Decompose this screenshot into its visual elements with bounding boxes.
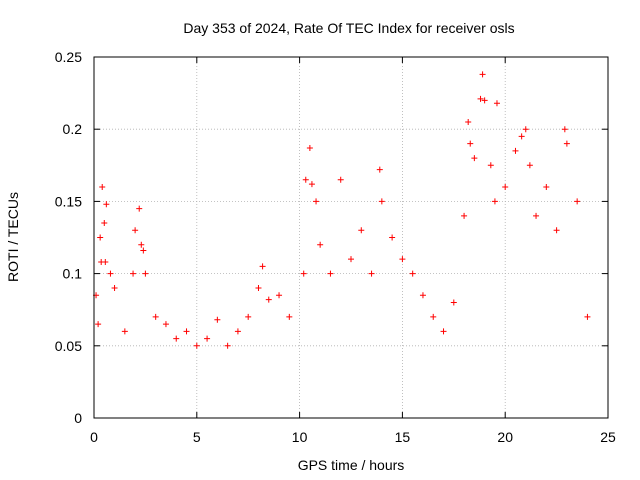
data-point — [465, 118, 472, 125]
data-point — [526, 162, 533, 169]
data-points — [93, 71, 591, 349]
data-point — [487, 162, 494, 169]
x-tick-label: 10 — [292, 429, 308, 445]
data-point — [107, 270, 114, 277]
data-point — [306, 144, 313, 151]
data-point — [327, 270, 334, 277]
plot-frame — [93, 56, 609, 419]
data-point — [265, 296, 272, 303]
data-point — [162, 321, 169, 328]
data-point — [378, 198, 385, 205]
data-point — [522, 126, 529, 133]
y-tick-label: 0 — [74, 410, 82, 426]
data-point — [440, 328, 447, 335]
data-point — [430, 313, 437, 320]
data-point — [103, 201, 110, 208]
data-point — [450, 299, 457, 306]
data-point — [368, 270, 375, 277]
data-point — [471, 155, 478, 162]
data-point — [121, 328, 128, 335]
data-point — [317, 241, 324, 248]
data-point — [183, 328, 190, 335]
data-point — [512, 147, 519, 154]
data-point — [99, 183, 106, 190]
data-point — [97, 234, 104, 241]
data-point — [409, 270, 416, 277]
data-point — [313, 198, 320, 205]
data-point — [214, 316, 221, 323]
data-point — [584, 313, 591, 320]
data-point — [140, 247, 147, 254]
data-point — [561, 126, 568, 133]
data-point — [389, 234, 396, 241]
data-point — [255, 285, 262, 292]
data-point — [553, 227, 560, 234]
data-point — [477, 95, 484, 102]
data-point — [302, 176, 309, 183]
data-point — [204, 335, 211, 342]
data-point — [245, 313, 252, 320]
data-point — [142, 270, 149, 277]
data-point — [259, 263, 266, 270]
data-point — [461, 212, 468, 219]
data-point — [493, 100, 500, 107]
x-tick-label: 15 — [395, 429, 411, 445]
data-point — [358, 227, 365, 234]
data-point — [130, 270, 137, 277]
data-point — [481, 97, 488, 104]
data-point — [111, 285, 118, 292]
chart-title: Day 353 of 2024, Rate Of TEC Index for r… — [183, 20, 514, 36]
x-tick-label: 0 — [90, 429, 98, 445]
data-point — [308, 181, 315, 188]
data-point — [533, 212, 540, 219]
data-point — [173, 335, 180, 342]
data-point — [419, 292, 426, 299]
y-tick-label: 0.05 — [55, 338, 82, 354]
x-tick-label: 20 — [497, 429, 513, 445]
data-point — [136, 205, 143, 212]
data-point — [95, 321, 102, 328]
data-point — [132, 227, 139, 234]
data-point — [399, 256, 406, 263]
y-tick-label: 0.15 — [55, 193, 82, 209]
data-point — [467, 140, 474, 147]
data-point — [574, 198, 581, 205]
data-point — [348, 256, 354, 263]
y-axis-label: ROTI / TECUs — [5, 192, 21, 282]
data-point — [502, 183, 509, 190]
data-point — [479, 71, 486, 78]
data-point — [491, 198, 498, 205]
data-point — [193, 342, 200, 349]
data-point — [276, 292, 283, 299]
data-point — [337, 176, 344, 183]
y-tick-label: 0.1 — [63, 266, 83, 282]
y-tick-label: 0.2 — [63, 121, 83, 137]
data-point — [376, 166, 383, 173]
data-point — [286, 313, 293, 320]
grid-lines — [94, 57, 608, 418]
axis-ticks: 0 5 10 15 20 25 0 0.05 0.1 0.15 0.2 0.25 — [55, 49, 616, 445]
data-point — [102, 259, 109, 266]
y-tick-label: 0.25 — [55, 49, 82, 65]
x-tick-label: 25 — [600, 429, 616, 445]
x-tick-label: 5 — [193, 429, 201, 445]
x-axis-label: GPS time / hours — [298, 457, 405, 473]
data-point — [300, 270, 307, 277]
data-point — [224, 342, 231, 349]
data-point — [138, 241, 145, 248]
data-point — [563, 140, 570, 147]
data-point — [518, 133, 525, 140]
data-point — [234, 328, 241, 335]
data-point — [543, 183, 550, 190]
data-point — [101, 220, 108, 227]
data-point — [152, 313, 159, 320]
